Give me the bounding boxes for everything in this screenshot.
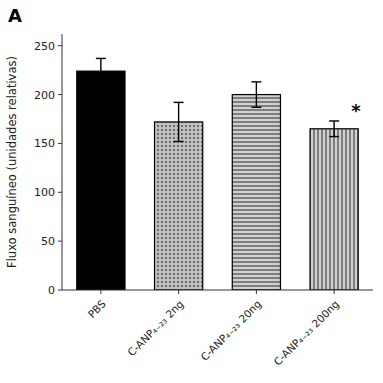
plot-area (77, 58, 358, 290)
bar (232, 95, 280, 290)
y-tick-label: 50 (41, 235, 55, 248)
y-tick (58, 241, 62, 242)
bar-hatch (310, 129, 358, 290)
x-tick-label: C-ANP₄₋₂₃ 200ng (271, 298, 341, 368)
bar (77, 71, 125, 290)
error-bar (251, 82, 261, 107)
x-tick-label: C-ANP₄₋₂₃ 2ng (125, 298, 186, 359)
y-tick (58, 290, 62, 291)
x-tick (256, 290, 257, 294)
y-tick (58, 143, 62, 144)
annotation: * (351, 100, 361, 121)
y-tick-label: 0 (48, 284, 55, 297)
x-tick (178, 290, 179, 294)
y-axis-label: Fluxo sanguíneo (unidades relativas) (5, 56, 19, 268)
error-bar (174, 102, 184, 141)
x-tick-label: PBS (85, 297, 108, 320)
y-tick-label: 150 (34, 137, 55, 150)
chart-container: 050100150200250PBSC-ANP₄₋₂₃ 2ngC-ANP₄₋₂₃… (0, 0, 383, 383)
chart: 050100150200250PBSC-ANP₄₋₂₃ 2ngC-ANP₄₋₂₃… (0, 0, 383, 383)
bar-hatch (232, 95, 280, 290)
bar-hatch (155, 122, 203, 290)
bar (155, 122, 203, 290)
x-tick-label: C-ANP₄₋₂₃ 20ng (198, 298, 263, 363)
error-bar (329, 121, 339, 137)
x-tick (100, 290, 101, 294)
y-tick-label: 250 (34, 40, 55, 53)
bar (310, 129, 358, 290)
y-tick-label: 100 (34, 186, 55, 199)
y-tick (58, 192, 62, 193)
error-bar (96, 58, 106, 83)
y-tick-label: 200 (34, 89, 55, 102)
y-tick (58, 94, 62, 95)
panel-label: A (8, 5, 22, 26)
x-axis-line (62, 290, 373, 291)
y-tick (58, 45, 62, 46)
y-axis-line (62, 34, 63, 290)
x-tick (334, 290, 335, 294)
